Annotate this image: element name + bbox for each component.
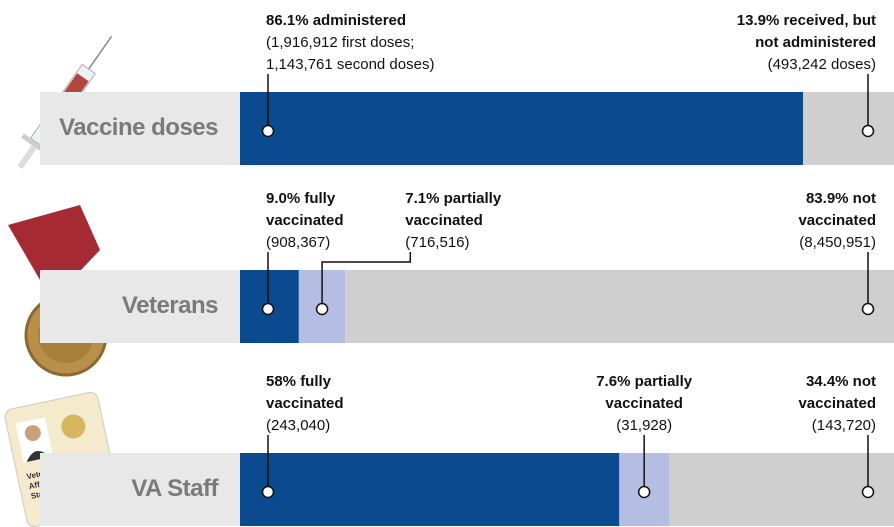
bar-segment [240,92,804,165]
segment-note: (716,516) [405,234,469,251]
bar-segment [345,270,894,343]
segment-label: vaccinated [798,212,876,229]
segment-label: 13.9% received, but [737,12,876,29]
marker [315,302,329,316]
bar-segment [803,92,894,165]
segment-label: 58% fully [266,373,332,390]
marker [261,485,275,499]
connector [321,252,412,309]
segment-label: not administered [755,34,876,51]
segment-note: (908,367) [266,234,330,251]
segment-label: 34.4% not [806,373,876,390]
marker [261,302,275,316]
segment-note: (1,916,912 first doses; [266,34,414,51]
marker [861,302,875,316]
marker [861,485,875,499]
segment-label: vaccinated [405,212,483,229]
marker [637,485,651,499]
segment-label: 9.0% fully [266,190,336,207]
segment-note: (31,928) [616,417,672,434]
segment-label: 86.1% administered [266,12,406,29]
segment-note: (243,040) [266,417,330,434]
category-band [40,270,240,343]
segment-label: vaccinated [266,212,344,229]
category-label: VA Staff [131,475,219,502]
segment-label: 7.6% partially [596,373,693,390]
segment-label: 7.1% partially [405,190,502,207]
category-band [40,453,240,526]
segment-note: (493,242 doses) [768,56,876,73]
segment-note: (143,720) [812,417,876,434]
segment-label: 83.9% not [806,190,876,207]
category-band [40,92,240,165]
bar-segment [669,453,894,526]
bar-segment [240,453,620,526]
category-label: Vaccine doses [59,114,218,141]
segment-note: 1,143,761 second doses) [266,56,434,73]
category-label: Veterans [122,292,218,319]
marker [261,124,275,138]
segment-label: vaccinated [605,395,683,412]
marker [861,124,875,138]
segment-note: (8,450,951) [799,234,876,251]
segment-label: vaccinated [798,395,876,412]
segment-label: vaccinated [266,395,344,412]
